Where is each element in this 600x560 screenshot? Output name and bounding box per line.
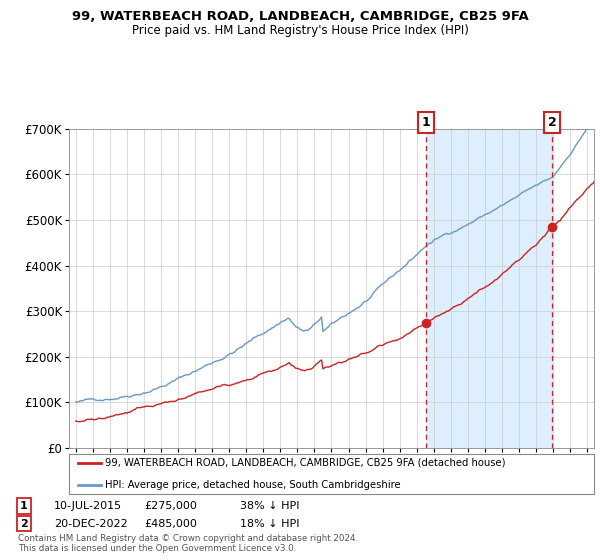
Text: 99, WATERBEACH ROAD, LANDBEACH, CAMBRIDGE, CB25 9FA (detached house): 99, WATERBEACH ROAD, LANDBEACH, CAMBRIDG… xyxy=(105,458,505,468)
Text: 18% ↓ HPI: 18% ↓ HPI xyxy=(240,519,299,529)
Text: Price paid vs. HM Land Registry's House Price Index (HPI): Price paid vs. HM Land Registry's House … xyxy=(131,24,469,37)
Text: Contains HM Land Registry data © Crown copyright and database right 2024.: Contains HM Land Registry data © Crown c… xyxy=(18,534,358,543)
Text: £485,000: £485,000 xyxy=(144,519,197,529)
Text: 10-JUL-2015: 10-JUL-2015 xyxy=(54,501,122,511)
Text: 1: 1 xyxy=(422,116,430,129)
Text: £275,000: £275,000 xyxy=(144,501,197,511)
Text: 2: 2 xyxy=(20,519,28,529)
Text: 99, WATERBEACH ROAD, LANDBEACH, CAMBRIDGE, CB25 9FA: 99, WATERBEACH ROAD, LANDBEACH, CAMBRIDG… xyxy=(71,10,529,23)
Text: 20-DEC-2022: 20-DEC-2022 xyxy=(54,519,128,529)
Text: HPI: Average price, detached house, South Cambridgeshire: HPI: Average price, detached house, Sout… xyxy=(105,480,400,489)
Text: 38% ↓ HPI: 38% ↓ HPI xyxy=(240,501,299,511)
Text: This data is licensed under the Open Government Licence v3.0.: This data is licensed under the Open Gov… xyxy=(18,544,296,553)
Text: 1: 1 xyxy=(20,501,28,511)
Text: 2: 2 xyxy=(548,116,557,129)
Bar xyxy=(426,129,553,448)
